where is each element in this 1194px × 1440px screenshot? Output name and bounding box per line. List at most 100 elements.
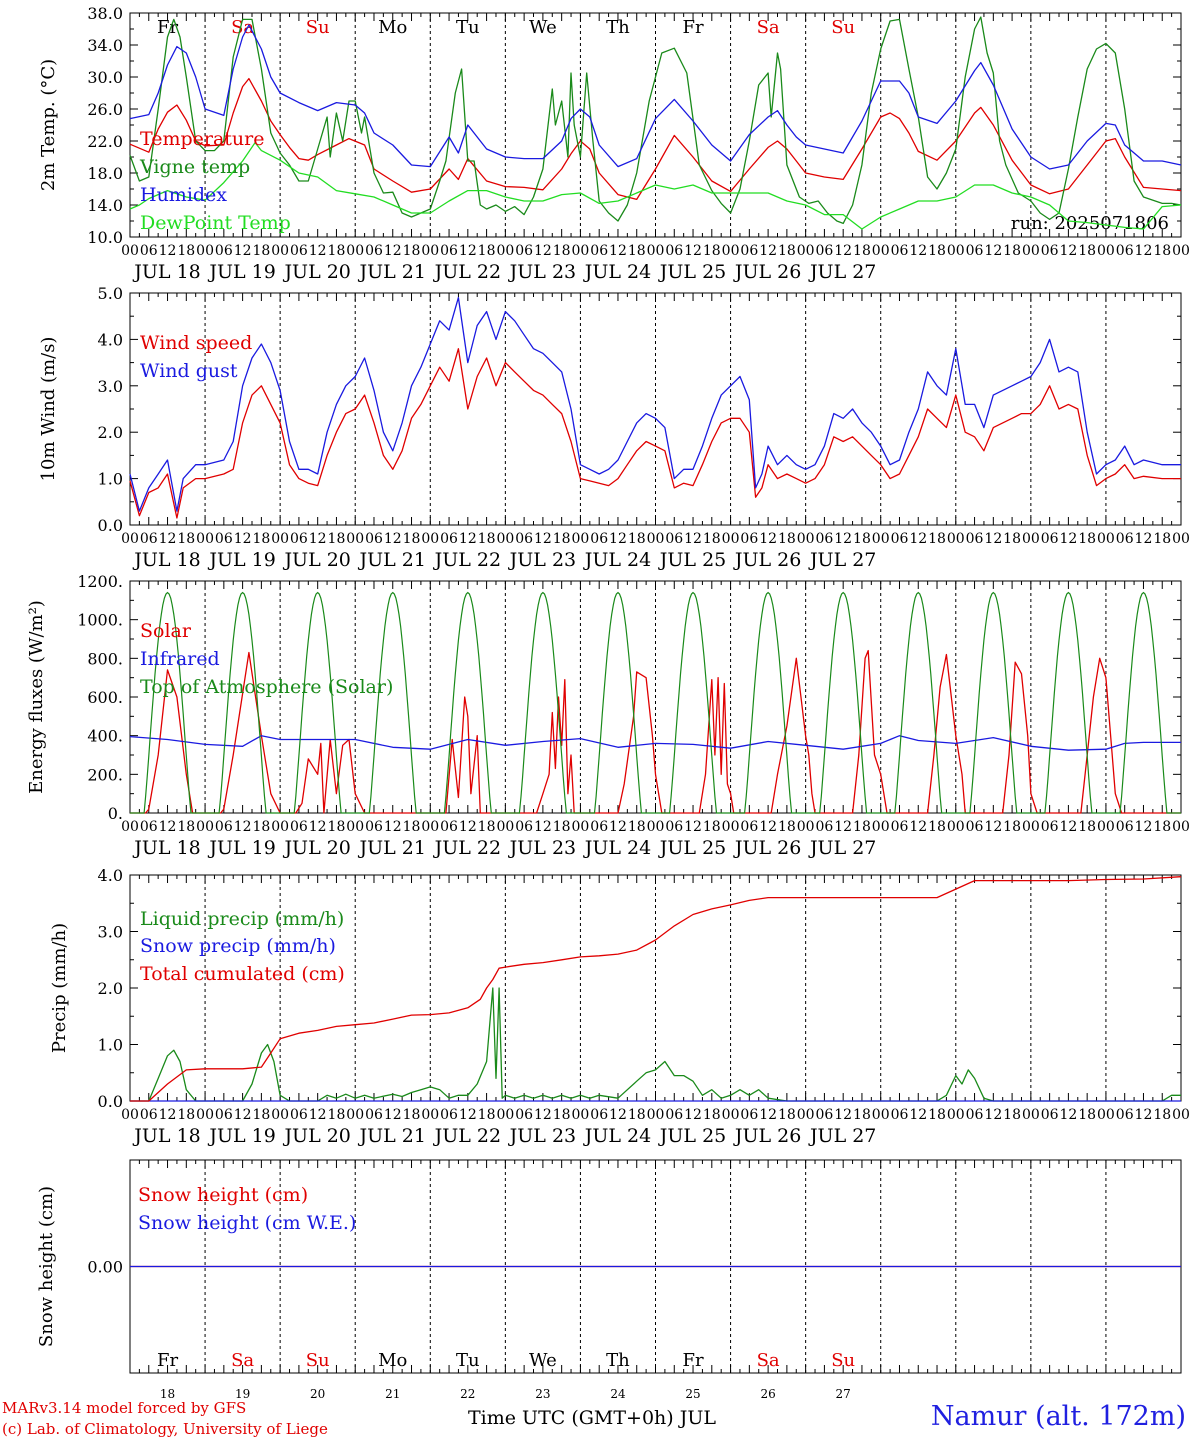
hour-label: 06 [1116, 243, 1134, 259]
hour-label: 18 [553, 243, 571, 259]
hour-label: 00 [421, 819, 439, 835]
date-label: JUL 24 [583, 261, 651, 283]
hour-label: 06 [440, 243, 458, 259]
hour-label: 00 [1022, 243, 1040, 259]
hour-label: 18 [403, 819, 421, 835]
date-label: JUL 26 [733, 261, 801, 283]
y-tick-label: 38.0 [87, 4, 123, 23]
series-line-vigne-temp [129, 16, 1182, 225]
hour-label: 18 [853, 243, 871, 259]
hour-label: 12 [384, 1107, 402, 1123]
weekday-label: Th [606, 17, 630, 38]
hour-label: 06 [365, 1107, 383, 1123]
date-label: JUL 27 [808, 1125, 876, 1147]
hour-label: 00 [947, 819, 965, 835]
series-line-infrared [129, 735, 1181, 751]
y-tick-label: 18.0 [87, 164, 123, 183]
hour-label: 18 [177, 243, 195, 259]
hour-label: 12 [1135, 819, 1153, 835]
hour-label: 18 [1078, 243, 1096, 259]
y-axis-label: Precip (mm/h) [49, 923, 70, 1053]
hour-label: 12 [834, 819, 852, 835]
hour-label: 00 [496, 819, 514, 835]
legend-label: Infrared [140, 648, 220, 670]
hour-label: 18 [252, 531, 270, 547]
hour-label: 00 [421, 531, 439, 547]
hour-label: 12 [684, 243, 702, 259]
y-tick-label: 3.0 [98, 377, 123, 396]
y-tick-label: 1.0 [98, 470, 123, 489]
hour-label: 00 [271, 243, 289, 259]
hour-label: 12 [459, 531, 477, 547]
weekday-label: Su [831, 1350, 855, 1371]
weekday-label: Sa [757, 17, 780, 38]
hour-label: 00 [121, 243, 139, 259]
hour-label: 18 [928, 243, 946, 259]
hour-label: 18 [1153, 1107, 1171, 1123]
hour-label: 00 [647, 531, 665, 547]
hour-label: 06 [140, 243, 158, 259]
hour-label: 12 [159, 1107, 177, 1123]
hour-label: 00 [271, 1107, 289, 1123]
hour-label: 12 [834, 243, 852, 259]
weekday-label: Sa [757, 1350, 780, 1371]
hour-label: 00 [1022, 819, 1040, 835]
hour-label: 12 [534, 819, 552, 835]
hour-label: 00 [196, 819, 214, 835]
legend-label: Wind speed [140, 332, 252, 354]
hour-label: 12 [534, 1107, 552, 1123]
hour-label: 18 [1153, 819, 1171, 835]
weekday-label: Tu [456, 17, 480, 38]
hour-label: 06 [1041, 531, 1059, 547]
hour-label: 00 [196, 1107, 214, 1123]
weekday-label: We [529, 17, 557, 38]
hour-label: 06 [290, 1107, 308, 1123]
hour-label: 06 [215, 1107, 233, 1123]
hour-label: 06 [140, 531, 158, 547]
credit-line-2: (c) Lab. of Climatology, University of L… [2, 1420, 328, 1438]
hour-label: 18 [1153, 243, 1171, 259]
hour-label: 12 [534, 531, 552, 547]
hour-label: 18 [553, 819, 571, 835]
hour-label: 12 [234, 1107, 252, 1123]
hour-label: 00 [1022, 1107, 1040, 1123]
hour-label: 18 [478, 531, 496, 547]
hour-label: 18 [853, 819, 871, 835]
hour-label: 12 [309, 243, 327, 259]
hour-label: 00 [947, 531, 965, 547]
hour-label: 18 [1078, 1107, 1096, 1123]
hour-label: 00 [271, 819, 289, 835]
hour-label: 18 [778, 531, 796, 547]
hour-label: 18 [778, 819, 796, 835]
hour-label: 18 [177, 1107, 195, 1123]
hour-label: 18 [177, 819, 195, 835]
hour-label: 06 [966, 819, 984, 835]
date-label: JUL 21 [358, 837, 426, 859]
hour-label: 12 [384, 531, 402, 547]
hour-label: 00 [647, 819, 665, 835]
hour-label: 06 [740, 531, 758, 547]
hour-label: 18 [177, 531, 195, 547]
date-label: JUL 18 [132, 1125, 200, 1147]
hour-label: 06 [515, 1107, 533, 1123]
plot-frame [129, 12, 1182, 238]
hour-label: 06 [891, 819, 909, 835]
date-label: JUL 25 [658, 837, 726, 859]
date-label: JUL 19 [207, 261, 275, 283]
hour-label: 06 [966, 531, 984, 547]
date-label: JUL 22 [433, 261, 501, 283]
legend-label: Total cumulated (cm) [140, 963, 345, 985]
hour-label: 06 [815, 819, 833, 835]
weekday-label: Fr [682, 17, 703, 38]
y-tick-label: 22.0 [87, 132, 123, 151]
hour-label: 06 [1041, 1107, 1059, 1123]
hour-label: 06 [815, 243, 833, 259]
y-axis-label: Energy fluxes (W/m²) [26, 600, 47, 794]
legend-label: Solar [140, 620, 192, 642]
date-label: JUL 27 [808, 261, 876, 283]
hour-label: 12 [1059, 1107, 1077, 1123]
hour-label: 12 [459, 243, 477, 259]
hour-label: 06 [290, 243, 308, 259]
